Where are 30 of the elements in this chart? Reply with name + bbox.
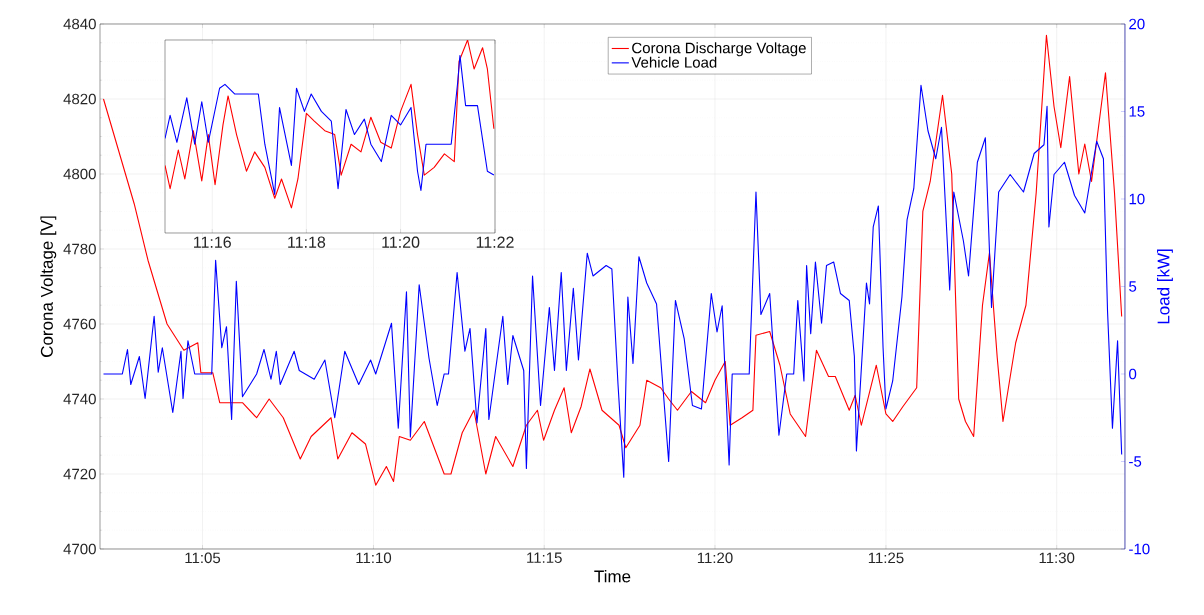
x-axis-title: Time [594, 570, 631, 583]
y-tick-label: 4760 [63, 318, 96, 330]
y2-tick-label: -10 [1129, 543, 1150, 555]
y2-axis-title: Load [kW] [1157, 249, 1173, 324]
y-tick-label: 4840 [63, 18, 96, 30]
y-tick-label: 4720 [63, 468, 96, 480]
x-tick-label: 11:22 [476, 236, 514, 248]
y2-tick-label: 10 [1129, 193, 1145, 205]
legend-label: Vehicle Load [631, 56, 717, 68]
y-axis-title: Corona Voltage [V] [40, 216, 57, 357]
y-tick-label: 4700 [63, 543, 96, 555]
x-tick-label: 11:25 [868, 552, 904, 564]
x-tick-label: 11:15 [527, 552, 562, 563]
x-tick-label: 11:20 [382, 236, 420, 248]
y2-tick-label: 20 [1129, 18, 1145, 30]
y-tick-label: 4800 [63, 168, 96, 180]
legend-label: Corona Discharge Voltage [632, 42, 806, 57]
y-tick-label: 4780 [63, 243, 96, 255]
y-tick-label: 4740 [63, 393, 96, 405]
y2-tick-label: 5 [1129, 281, 1137, 292]
x-tick-label: 11:20 [697, 552, 733, 564]
y2-tick-label: -5 [1129, 456, 1142, 467]
x-tick-label: 11:16 [194, 236, 231, 248]
x-tick-label: 11:18 [288, 236, 326, 248]
x-tick-label: 11:10 [356, 552, 392, 564]
x-tick-label: 11:30 [1039, 552, 1075, 564]
x-tick-label: 11:05 [185, 552, 221, 564]
y2-tick-label: 0 [1129, 368, 1137, 380]
y-tick-label: 4820 [63, 93, 96, 105]
y2-tick-label: 15 [1129, 106, 1145, 117]
